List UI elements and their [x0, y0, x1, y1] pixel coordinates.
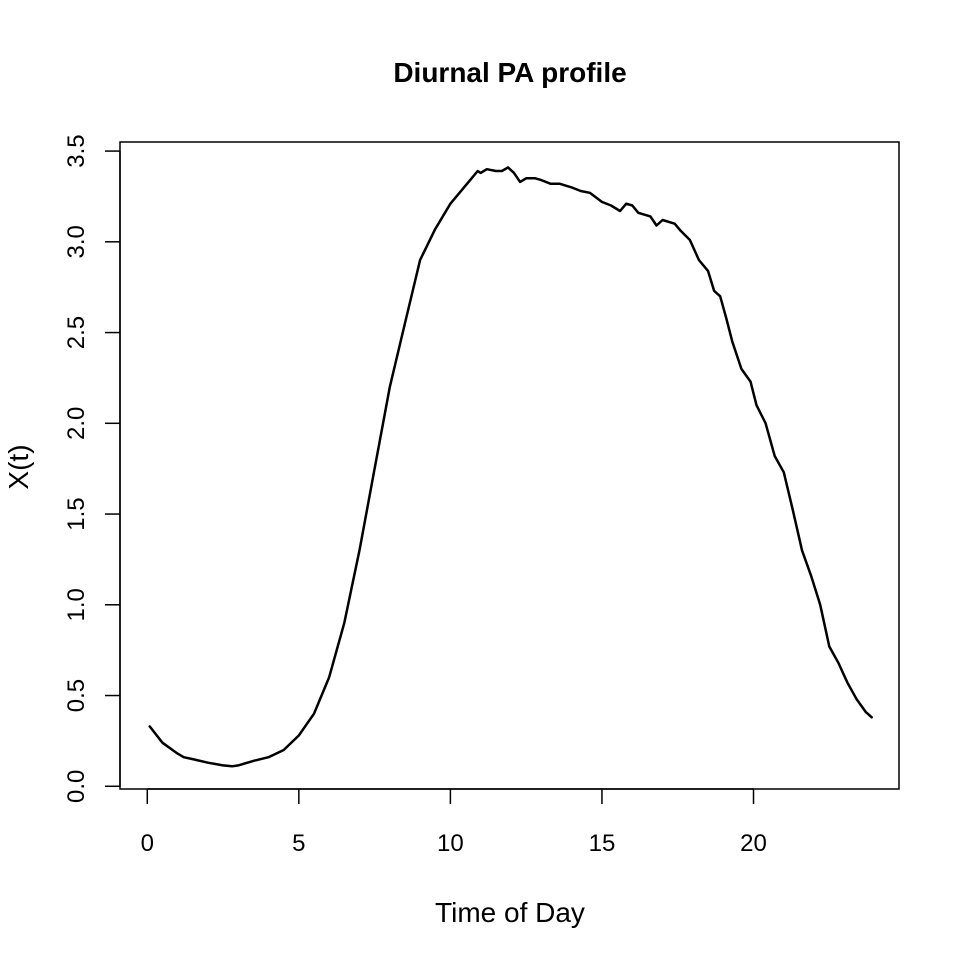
y-tick-label: 2.5 — [63, 316, 90, 349]
x-axis-label: Time of Day — [435, 897, 585, 928]
x-tick-label: 15 — [589, 830, 616, 857]
y-tick-label: 2.0 — [63, 407, 90, 440]
y-axis-label: X(t) — [3, 444, 34, 489]
y-tick-label: 0.0 — [63, 770, 90, 803]
y-axis: 0.0 0.5 1.0 1.5 2.0 2.5 3.0 3.5 — [63, 134, 121, 803]
x-tick-label: 20 — [740, 830, 767, 857]
y-tick-label: 1.5 — [63, 497, 90, 530]
series-line — [148, 166, 873, 768]
x-tick-label: 10 — [437, 830, 464, 857]
plot-frame — [119, 141, 900, 790]
x-tick-label: 0 — [141, 830, 154, 857]
chart-title: Diurnal PA profile — [393, 57, 626, 88]
y-tick-label: 1.0 — [63, 588, 90, 621]
y-tick-label: 3.5 — [63, 134, 90, 167]
y-tick-label: 3.0 — [63, 225, 90, 258]
y-tick-label: 0.5 — [63, 679, 90, 712]
x-axis: 0 5 10 15 20 — [141, 788, 767, 857]
x-tick-label: 5 — [292, 830, 305, 857]
